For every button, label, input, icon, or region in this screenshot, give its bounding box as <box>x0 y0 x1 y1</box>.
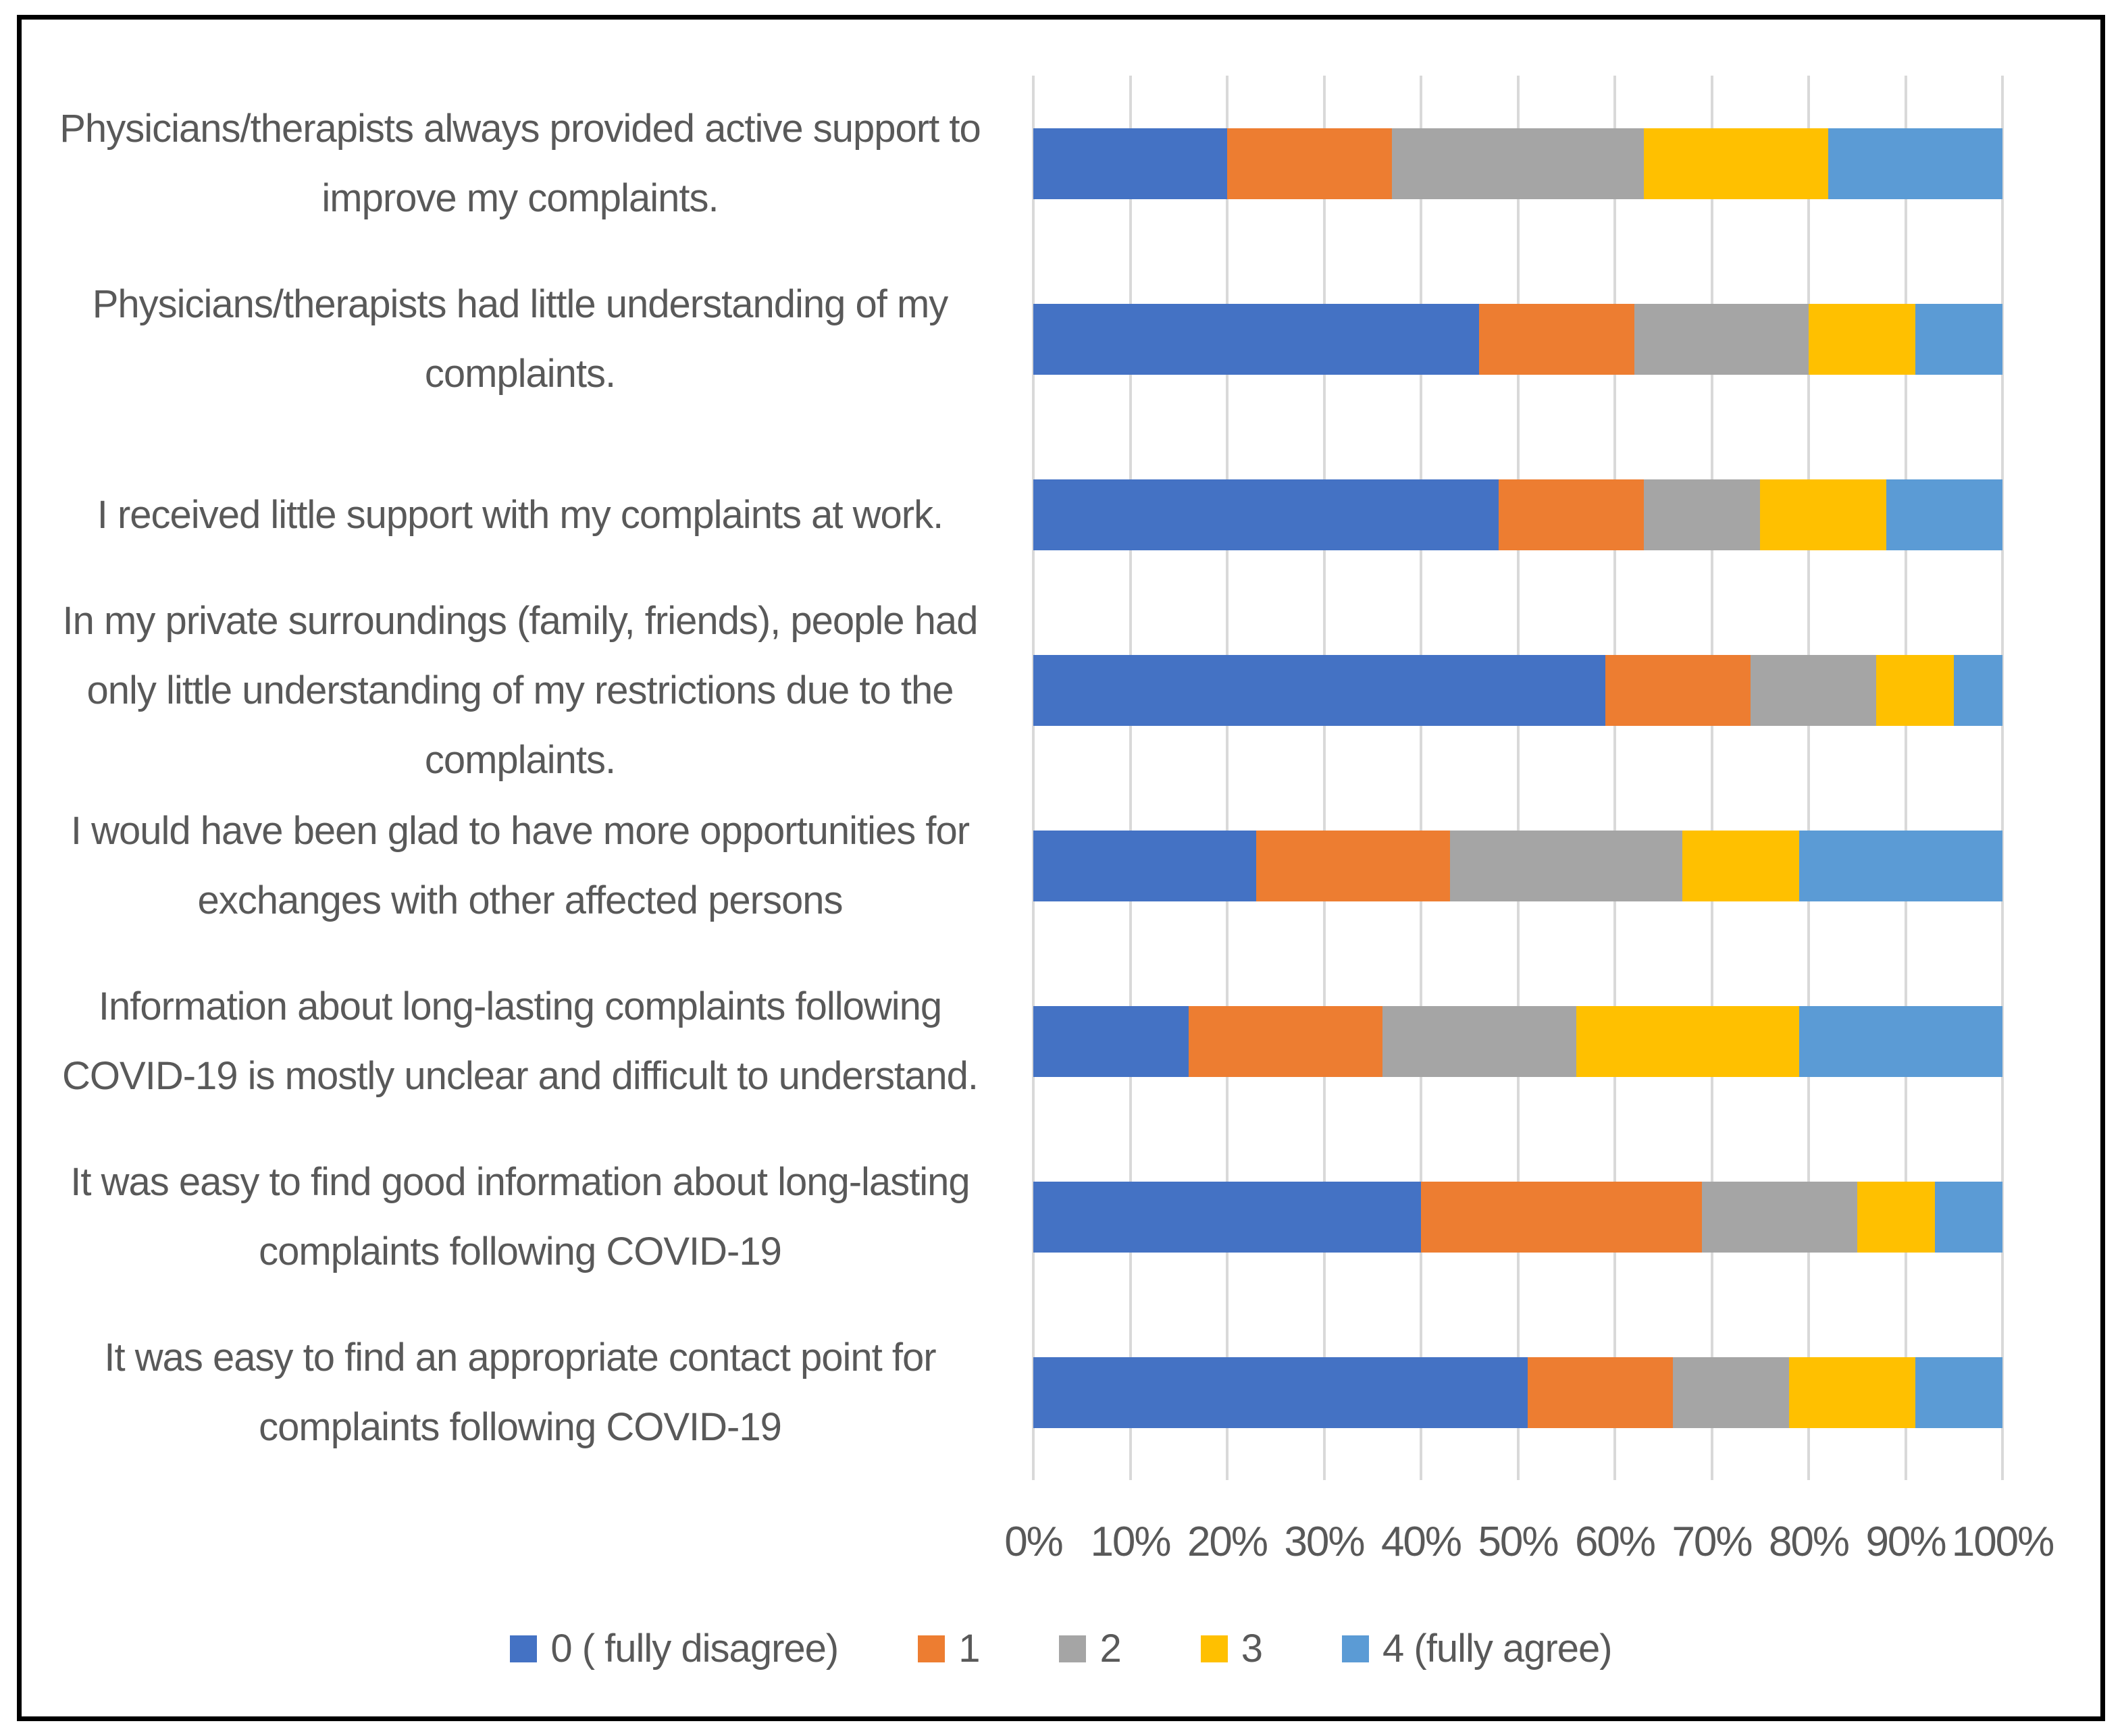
bar-segment-row0-series3 <box>1644 128 1828 199</box>
category-label-1: Physicians/therapists had little underst… <box>92 282 949 396</box>
gridline-10pct <box>1129 76 1132 1480</box>
bar-segment-row7-series4 <box>1915 1357 2002 1428</box>
bar-segment-row7-series3 <box>1789 1357 1915 1428</box>
bar-segment-row2-series4 <box>1886 479 2002 550</box>
bar-segment-row2-series1 <box>1498 479 1645 550</box>
category-label-4: I would have been glad to have more oppo… <box>70 809 970 922</box>
bar-segment-row6-series1 <box>1421 1181 1703 1253</box>
bar-segment-row1-series2 <box>1634 303 1809 375</box>
legend: 0 ( fully disagree) 1 2 3 4 (fully agree) <box>0 1626 2122 1671</box>
bar-segment-row2-series2 <box>1644 479 1761 550</box>
bar-segment-row1-series1 <box>1479 303 1634 375</box>
bar-segment-row7-series0 <box>1033 1357 1528 1428</box>
bar-segment-row4-series2 <box>1450 830 1683 901</box>
bar-segment-row5-series2 <box>1382 1005 1576 1077</box>
bar-segment-row3-series3 <box>1876 654 1955 726</box>
legend-item-4: 4 (fully agree) <box>1342 1626 1613 1671</box>
bar-segment-row4-series1 <box>1256 830 1451 901</box>
x-tick-30pct: 30% <box>1284 1519 1365 1565</box>
legend-label-0: 0 ( fully disagree) <box>550 1627 839 1671</box>
category-label-7: It was easy to find an appropriate conta… <box>104 1336 936 1449</box>
bar-segment-row0-series0 <box>1033 128 1227 199</box>
legend-swatch-icon-1 <box>918 1635 946 1662</box>
gridline-90pct <box>1904 76 1907 1480</box>
gridline-50pct <box>1516 76 1520 1480</box>
bar-segment-row0-series4 <box>1828 128 2002 199</box>
legend-label-2: 2 <box>1099 1627 1121 1671</box>
gridline-60pct <box>1613 76 1616 1480</box>
bar-segment-row6-series3 <box>1857 1181 1935 1253</box>
x-tick-60pct: 60% <box>1574 1519 1656 1565</box>
bar-segment-row4-series0 <box>1033 830 1257 901</box>
bar-row-6 <box>1033 1181 2002 1253</box>
bar-segment-row5-series4 <box>1798 1005 2002 1077</box>
bar-segment-row5-series1 <box>1188 1005 1382 1077</box>
x-tick-100pct: 100% <box>1951 1519 2055 1565</box>
legend-swatch-icon-2 <box>1059 1635 1087 1662</box>
bar-segment-row6-series4 <box>1934 1181 2002 1253</box>
legend-label-1: 1 <box>958 1627 980 1671</box>
gridline-70pct <box>1710 76 1713 1480</box>
x-tick-0pct: 0% <box>1004 1519 1064 1565</box>
legend-swatch-icon-3 <box>1200 1635 1228 1662</box>
x-tick-90pct: 90% <box>1865 1519 1946 1565</box>
bar-segment-row6-series2 <box>1702 1181 1857 1253</box>
gridline-100pct <box>2001 76 2004 1480</box>
gridline-20pct <box>1226 76 1228 1480</box>
bar-segment-row5-series3 <box>1576 1005 1799 1077</box>
bar-segment-row3-series1 <box>1605 654 1751 726</box>
bar-segment-row6-series0 <box>1033 1181 1421 1253</box>
legend-swatch-icon-0 <box>510 1635 538 1662</box>
bar-segment-row2-series3 <box>1760 479 1886 550</box>
legend-item-3: 3 <box>1200 1626 1263 1671</box>
bar-segment-row1-series0 <box>1033 303 1480 375</box>
gridline-40pct <box>1420 76 1422 1480</box>
legend-label-4: 4 (fully agree) <box>1382 1627 1613 1671</box>
category-label-6: It was easy to find good information abo… <box>70 1160 970 1273</box>
bar-segment-row1-series3 <box>1808 303 1915 375</box>
bar-row-7 <box>1033 1357 2002 1428</box>
bar-segment-row2-series0 <box>1033 479 1499 550</box>
legend-swatch-icon-4 <box>1342 1635 1370 1662</box>
gridline-0pct <box>1032 76 1035 1480</box>
bar-row-2 <box>1033 479 2002 550</box>
category-label-2: I received little support with my compla… <box>97 492 943 537</box>
legend-item-0: 0 ( fully disagree) <box>510 1626 839 1671</box>
x-tick-70pct: 70% <box>1672 1519 1753 1565</box>
gridline-30pct <box>1322 76 1326 1480</box>
bar-row-0 <box>1033 128 2002 199</box>
bar-segment-row0-series1 <box>1227 128 1392 199</box>
category-label-3: In my private surroundings (family, frie… <box>62 598 979 782</box>
bar-segment-row3-series0 <box>1033 654 1605 726</box>
bar-row-1 <box>1033 303 2002 375</box>
gridline-80pct <box>1807 76 1810 1480</box>
bar-segment-row7-series2 <box>1673 1357 1790 1428</box>
legend-item-2: 2 <box>1059 1626 1122 1671</box>
category-label-0: Physicians/therapists always provided ac… <box>59 107 981 220</box>
x-tick-20pct: 20% <box>1187 1519 1268 1565</box>
bar-row-5 <box>1033 1005 2002 1077</box>
bar-segment-row0-series2 <box>1391 128 1645 199</box>
legend-label-3: 3 <box>1241 1627 1263 1671</box>
bar-segment-row5-series0 <box>1033 1005 1189 1077</box>
category-label-5: Information about long-lasting complaint… <box>62 984 979 1098</box>
x-tick-40pct: 40% <box>1380 1519 1462 1565</box>
legend-item-1: 1 <box>918 1626 980 1671</box>
x-tick-10pct: 10% <box>1090 1519 1171 1565</box>
bar-segment-row3-series4 <box>1954 654 2002 726</box>
bar-segment-row1-series4 <box>1915 303 2002 375</box>
bar-segment-row7-series1 <box>1527 1357 1674 1428</box>
x-tick-80pct: 80% <box>1768 1519 1850 1565</box>
bar-segment-row3-series2 <box>1750 654 1877 726</box>
bar-segment-row4-series4 <box>1798 830 2002 901</box>
bar-segment-row4-series3 <box>1682 830 1799 901</box>
bar-row-3 <box>1033 654 2002 726</box>
bar-row-4 <box>1033 830 2002 901</box>
x-tick-50pct: 50% <box>1478 1519 1559 1565</box>
